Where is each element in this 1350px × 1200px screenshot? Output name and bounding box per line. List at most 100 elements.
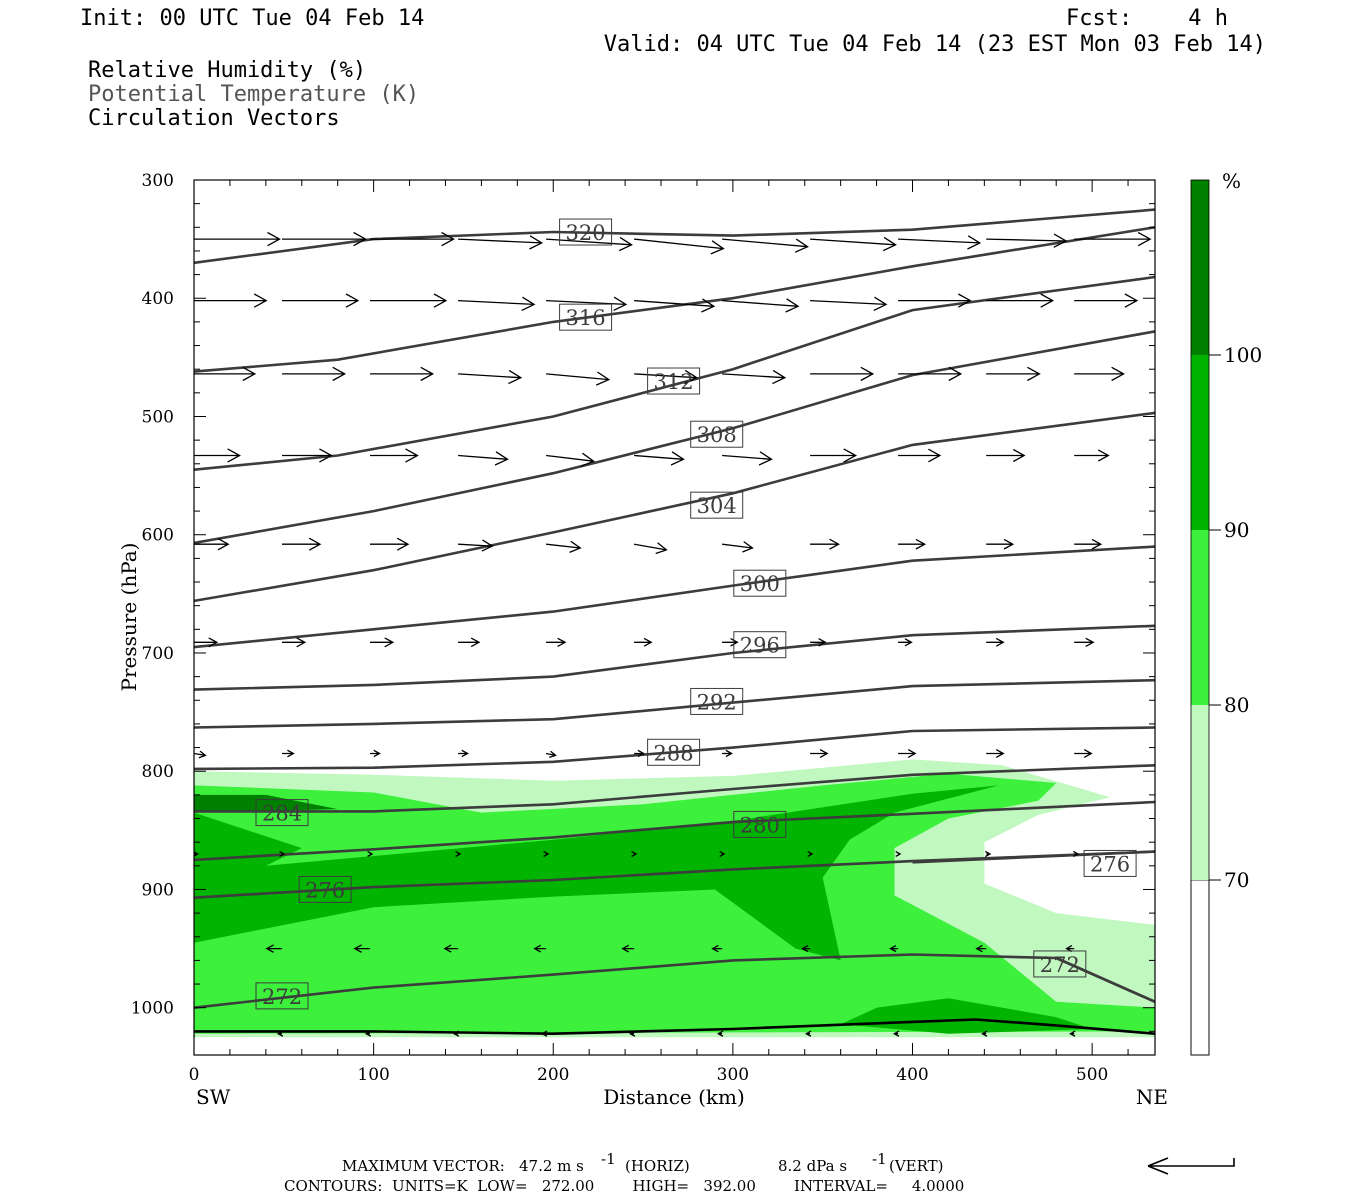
vector-1-10 (1074, 293, 1139, 308)
max-horiz-exponent: -1 (601, 1150, 616, 1168)
vector-5-6 (722, 638, 739, 647)
vector-5-7 (810, 638, 827, 647)
colorbar-band-80-90 (1191, 530, 1209, 705)
colorbar: % 100 90 80 70 (1190, 169, 1262, 1056)
legend-theta: Potential Temperature (K) (88, 82, 419, 107)
isentrope-308-3 (194, 330, 1155, 545)
rh-shading (194, 759, 1155, 1038)
colorbar-band-90-100 (1191, 355, 1209, 530)
max-vert-exponent: -1 (872, 1150, 887, 1168)
vector-4-3 (458, 539, 494, 552)
colorbar-band-100 (1191, 180, 1209, 355)
y-tick-label-500: 500 (142, 407, 174, 427)
contour-label-box-5 (733, 569, 787, 597)
colorbar-band-below-70 (1190, 879, 1210, 1056)
vector-6-4 (545, 750, 557, 759)
contour-label-box-10 (733, 810, 787, 838)
contour-label-box-3 (690, 420, 744, 448)
vector-3-0 (194, 448, 241, 463)
vector-5-4 (546, 637, 567, 647)
vector-0-10 (1074, 231, 1152, 247)
vector-9-1 (276, 1030, 284, 1037)
vector-7-6 (719, 851, 726, 857)
vector-0-6 (722, 238, 809, 253)
colorbar-label-70: 70 (1224, 868, 1249, 892)
vector-4-10 (1074, 538, 1103, 550)
init-time: Init: 00 UTC Tue 04 Feb 14 (80, 6, 424, 31)
vector-2-1 (282, 366, 347, 382)
vector-0-2 (370, 231, 455, 247)
isentrope-296-6 (194, 624, 1155, 691)
colorbar-frame (1190, 179, 1210, 1056)
vector-2-4 (546, 371, 611, 386)
contour-label-box-4 (690, 491, 744, 519)
vector-8-8 (889, 945, 899, 953)
max-horiz-tag: (HORIZ) (625, 1157, 690, 1175)
contours-info: CONTOURS: UNITS=K LOW= 272.00 HIGH= 392.… (284, 1177, 964, 1195)
vector-0-9 (986, 233, 1068, 248)
vector-5-10 (1074, 637, 1095, 647)
max-vert-value: 8.2 dPa s (778, 1157, 847, 1175)
y-tick-label-800: 800 (142, 762, 174, 782)
isentrope-300-5 (194, 545, 1155, 649)
contour-label-box-2 (647, 367, 701, 395)
vector-1-3 (458, 296, 536, 311)
legend-rh: Relative Humidity (%) (88, 58, 366, 83)
vector-7-9 (984, 850, 992, 858)
vector-4-2 (370, 537, 410, 551)
contour-label-box-12 (1083, 849, 1137, 877)
colorbar-label-90: 90 (1224, 518, 1249, 542)
circulation-vectors (194, 231, 1152, 1037)
contour-label-280: 280 (740, 813, 780, 837)
vector-1-9 (986, 293, 1055, 308)
vector-6-10 (1074, 749, 1093, 758)
vector-2-7 (810, 366, 875, 382)
vector-5-8 (898, 638, 913, 647)
vector-9-8 (892, 1030, 900, 1037)
contour-label-320: 320 (566, 221, 606, 245)
x-left-label: SW (196, 1085, 231, 1109)
y-tick-label-1000: 1000 (131, 999, 174, 1019)
x-axis-label: Distance (km) (603, 1085, 745, 1109)
contour-label-box-8 (647, 738, 701, 766)
reference-vector-arrow (1147, 1157, 1235, 1175)
vector-4-1 (282, 537, 322, 551)
y-axis-label: Pressure (hPa) (117, 543, 141, 692)
vector-0-1 (282, 231, 367, 247)
contour-label-box-11 (298, 875, 352, 903)
vector-1-4 (546, 296, 628, 311)
colorbar-label-100: 100 (1224, 343, 1262, 367)
valid-time: Valid: 04 UTC Tue 04 Feb 14 (23 EST Mon … (604, 32, 1266, 57)
vector-9-3 (452, 1030, 460, 1037)
contour-label-288: 288 (654, 741, 694, 765)
y-tick-label-600: 600 (142, 526, 174, 546)
y-tick-label-300: 300 (142, 171, 174, 191)
max-vector-label: MAXIMUM VECTOR: (342, 1157, 505, 1175)
vector-9-7 (804, 1030, 812, 1037)
isentrope-272-14 (1055, 956, 1155, 1003)
vector-0-3 (458, 235, 544, 250)
vector-1-7 (810, 296, 888, 311)
vector-6-8 (898, 749, 917, 758)
footer: MAXIMUM VECTOR: 47.2 m s -1 (HORIZ) 8.2 … (284, 1150, 1235, 1195)
vector-8-5 (621, 944, 635, 953)
contour-label-304: 304 (697, 494, 737, 518)
vector-1-5 (634, 298, 716, 313)
contour-label-276: 276 (305, 878, 345, 902)
vector-0-7 (810, 236, 897, 252)
vector-6-6 (722, 749, 733, 758)
rh-region-90-100-2 (194, 785, 999, 961)
vector-6-1 (282, 749, 295, 758)
isentrope-292-7 (194, 678, 1155, 729)
vector-7-4 (543, 851, 550, 857)
colorbar-unit: % (1222, 169, 1241, 193)
max-horiz-value: 47.2 m s (519, 1157, 584, 1175)
contour-label-box-0 (559, 218, 613, 246)
vector-4-0 (194, 538, 230, 551)
vector-3-4 (546, 452, 595, 467)
vector-5-5 (634, 637, 653, 647)
vector-1-1 (282, 293, 360, 308)
contour-label-276: 276 (1090, 852, 1130, 876)
contour-label-300: 300 (740, 572, 780, 596)
axes: 0 100 200 300 400 500 300 400 500 600 700 800 900 100… (131, 171, 1155, 1085)
